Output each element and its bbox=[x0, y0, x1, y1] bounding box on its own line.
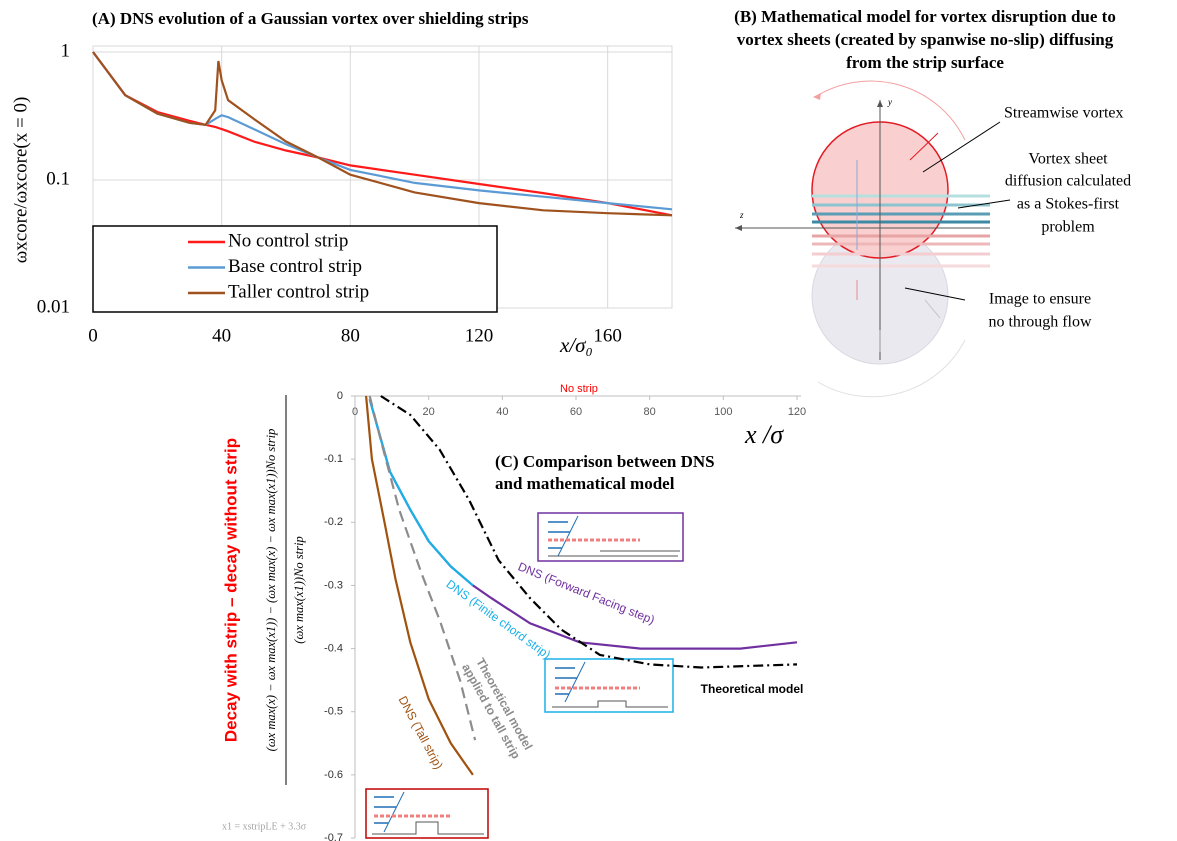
y-tick-label: 0 bbox=[337, 390, 343, 402]
image-label: no through flow bbox=[988, 314, 1092, 331]
baseline-label: No strip bbox=[560, 383, 598, 395]
inset-forward-step bbox=[537, 512, 684, 562]
x-tick-label: 120 bbox=[788, 406, 806, 418]
data-line bbox=[368, 395, 477, 741]
data-line bbox=[368, 398, 474, 587]
legend-label: Taller control strip bbox=[228, 281, 369, 302]
rotation-arrow bbox=[814, 80, 966, 141]
y-tick-label: -0.4 bbox=[324, 642, 343, 654]
y-tick-label: -0.2 bbox=[324, 516, 343, 528]
sheet-lines bbox=[812, 194, 990, 268]
y-tick-label: -0.3 bbox=[324, 579, 343, 591]
vortex-label: Streamwise vortex bbox=[1004, 105, 1124, 122]
rotation-arrow bbox=[817, 339, 966, 398]
x-tick-label: 120 bbox=[465, 325, 494, 346]
x-tick-label: 160 bbox=[593, 325, 622, 346]
y-axis-label: Decay with strip – decay without strip bbox=[221, 438, 240, 742]
pointer bbox=[957, 199, 1011, 209]
x1-definition: x1 = xstripLE + 3.3σ bbox=[222, 821, 307, 832]
y-axis-formula: (ωx max(x) − ωx max(x1)) − (ωx max(x) − … bbox=[264, 429, 278, 752]
data-line bbox=[92, 51, 673, 217]
sheet-label: diffusion calculated bbox=[1005, 173, 1131, 190]
diagram-title: from the strip surface bbox=[846, 53, 1004, 72]
legend-label: No control strip bbox=[228, 230, 348, 251]
axis-letter: y bbox=[887, 97, 892, 107]
inset-tall-strip bbox=[365, 788, 489, 839]
x-tick-label: 40 bbox=[496, 406, 508, 418]
legend-label: Base control strip bbox=[228, 256, 362, 277]
diagram-b: (B) Mathematical model for vortex disrup… bbox=[734, 7, 1131, 398]
series-label: Theoretical model bbox=[701, 682, 804, 696]
y-tick-label: 0.1 bbox=[46, 168, 70, 189]
data-line bbox=[365, 395, 474, 776]
velocity-arrow bbox=[924, 299, 941, 319]
axis-letter: z bbox=[739, 210, 744, 220]
y-tick-label: -0.5 bbox=[324, 706, 343, 718]
arrowhead bbox=[813, 93, 821, 100]
y-axis-label: ωxcore/ωxcore(x = 0) bbox=[10, 97, 31, 264]
y-tick-label: -0.7 bbox=[324, 832, 343, 841]
y-tick-label: 1 bbox=[61, 40, 71, 61]
x-tick-label: 20 bbox=[423, 406, 435, 418]
x-tick-label: 80 bbox=[644, 406, 656, 418]
data-line bbox=[380, 395, 798, 669]
series-label: DNS (Tall strip) bbox=[396, 694, 446, 772]
chart-title: (A) DNS evolution of a Gaussian vortex o… bbox=[92, 9, 529, 28]
data-line bbox=[92, 51, 673, 211]
x-tick-label: 80 bbox=[341, 325, 360, 346]
x-tick-label: 0 bbox=[88, 325, 98, 346]
x-tick-label: 0 bbox=[352, 406, 358, 418]
pointer bbox=[904, 287, 966, 301]
data-line bbox=[92, 51, 673, 217]
y-axis-formula: (ωx max(x1))No strip bbox=[292, 536, 306, 643]
y-tick-label: -0.6 bbox=[324, 769, 343, 781]
pointer bbox=[922, 121, 1001, 173]
arrowhead bbox=[877, 100, 883, 107]
velocity-arrow bbox=[909, 132, 939, 161]
x-axis-label: x/σ₀ bbox=[559, 333, 593, 357]
x-tick-label: 100 bbox=[714, 406, 732, 418]
chart-title: (C) Comparison between DNS bbox=[495, 452, 715, 471]
sheet-label: problem bbox=[1041, 219, 1095, 236]
diagram-title: (B) Mathematical model for vortex disrup… bbox=[734, 7, 1116, 26]
series-label: DNS (Finite chord strip) bbox=[444, 577, 554, 662]
legend: No control strip Base control strip Taller… bbox=[92, 225, 498, 313]
legend-box bbox=[92, 225, 498, 313]
image-label: Image to ensure bbox=[989, 291, 1091, 308]
y-tick-label: 0.01 bbox=[37, 296, 70, 317]
inset-finite-chord bbox=[544, 658, 674, 713]
y-tick-label: -0.1 bbox=[324, 453, 343, 465]
series-label: DNS (Forward Facing step) bbox=[516, 559, 657, 627]
x-tick-label: 60 bbox=[570, 406, 582, 418]
sheet-label: Vortex sheet bbox=[1028, 151, 1108, 168]
sheet-label: as a Stokes-first bbox=[1017, 196, 1120, 213]
diagram-title: vortex sheets (created by spanwise no-sl… bbox=[737, 30, 1114, 49]
x-tick-label: 40 bbox=[212, 325, 231, 346]
arrowhead bbox=[735, 225, 742, 231]
chart-title: and mathematical model bbox=[495, 474, 675, 493]
x-axis-label: x /σ bbox=[744, 420, 784, 449]
